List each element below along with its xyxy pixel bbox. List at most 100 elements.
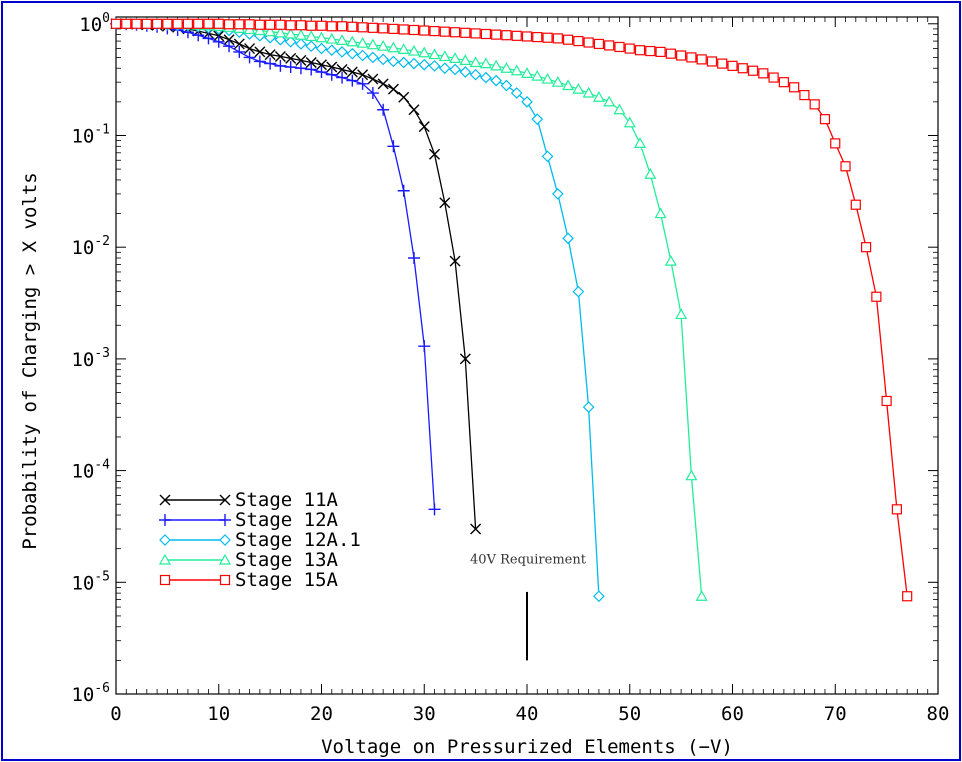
legend-label: Stage 12A	[235, 509, 339, 531]
data-point	[121, 18, 132, 29]
data-point	[407, 252, 420, 265]
data-point	[397, 43, 410, 54]
data-point	[520, 67, 534, 78]
x-tick-label: 80	[927, 703, 950, 725]
data-point	[438, 62, 451, 75]
data-point	[377, 39, 390, 51]
data-point	[346, 35, 359, 47]
data-point	[768, 72, 779, 83]
data-point	[305, 57, 317, 69]
data-point	[264, 57, 277, 70]
data-point	[418, 46, 431, 58]
data-point	[623, 116, 636, 128]
data-point	[501, 30, 512, 41]
data-point	[789, 82, 800, 93]
x-tick-label: 0	[110, 703, 121, 725]
x-tick-label: 30	[413, 703, 436, 725]
data-point	[521, 96, 533, 108]
data-point	[162, 18, 173, 29]
data-point	[592, 90, 605, 102]
series-line	[116, 23, 477, 530]
data-point	[459, 54, 472, 66]
data-point	[429, 25, 440, 37]
data-point	[470, 28, 481, 39]
y-tick-label: 10-5	[71, 569, 110, 594]
data-point	[387, 140, 400, 153]
data-point	[305, 40, 318, 53]
data-point	[562, 34, 574, 45]
data-point	[213, 18, 224, 29]
data-point	[572, 285, 585, 298]
data-point	[614, 41, 625, 53]
data-point	[562, 232, 574, 245]
data-point	[532, 31, 543, 43]
data-point	[582, 401, 595, 413]
data-point	[325, 44, 338, 57]
data-point	[459, 66, 472, 78]
legend-marker	[219, 534, 231, 546]
legend-item: Stage 12A.1	[159, 529, 361, 551]
data-point	[326, 61, 338, 73]
data-point	[315, 66, 328, 79]
data-point	[654, 207, 667, 219]
legend-marker	[159, 494, 171, 506]
data-point	[274, 26, 287, 38]
legend-marker	[218, 553, 232, 565]
data-point	[695, 590, 708, 601]
data-point	[397, 56, 410, 69]
legend-marker	[158, 553, 172, 565]
data-point	[418, 58, 431, 71]
data-point	[428, 60, 441, 72]
data-point	[316, 59, 327, 71]
data-point	[686, 52, 697, 63]
data-point	[285, 20, 296, 31]
data-point	[500, 79, 513, 92]
data-point	[747, 65, 759, 76]
chart: 0 10 20 30 40 50 60 70 80 10-6 10-5 10-4 10-3 10-2 10-…	[19, 11, 950, 758]
data-point	[284, 61, 297, 74]
data-point	[480, 28, 491, 40]
annotation-40v-requirement: 40V Requirement	[470, 552, 587, 567]
data-point	[613, 103, 626, 115]
data-point	[193, 18, 204, 29]
data-point	[819, 114, 831, 125]
data-point	[388, 23, 399, 34]
data-point	[366, 87, 379, 100]
data-point	[294, 28, 307, 40]
data-point	[624, 43, 635, 54]
data-point	[449, 255, 461, 267]
data-point	[325, 68, 338, 81]
data-point	[860, 242, 872, 253]
data-point	[470, 523, 482, 535]
data-point	[284, 35, 297, 48]
data-point	[685, 469, 698, 481]
data-point	[212, 35, 225, 48]
data-point	[830, 138, 841, 149]
data-point	[541, 150, 554, 163]
data-point	[347, 21, 358, 32]
data-point	[316, 20, 327, 31]
data-point	[799, 89, 810, 101]
data-point	[336, 34, 349, 45]
data-point	[182, 18, 194, 29]
data-point	[881, 395, 892, 407]
data-point	[480, 71, 492, 84]
data-point	[305, 63, 318, 76]
data-point	[377, 103, 390, 116]
data-point	[408, 24, 420, 36]
data-point	[655, 46, 666, 58]
data-point	[243, 51, 256, 64]
series-stage-12a-1	[110, 17, 605, 603]
data-point	[264, 49, 276, 61]
data-point	[325, 32, 338, 44]
y-tick-label: 10-4	[71, 458, 110, 483]
legend-item: Stage 15A	[159, 569, 339, 591]
data-point	[603, 95, 616, 107]
data-point	[449, 52, 462, 63]
series-line	[116, 23, 703, 597]
data-point	[593, 590, 605, 603]
data-point	[407, 44, 420, 56]
data-point	[491, 29, 502, 40]
data-point	[223, 40, 236, 53]
